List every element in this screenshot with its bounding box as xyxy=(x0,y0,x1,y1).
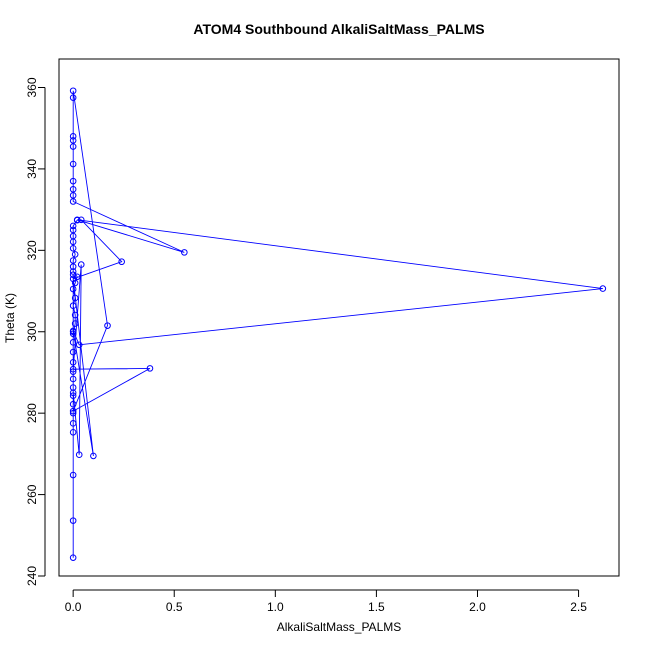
data-point xyxy=(69,177,77,185)
data-point xyxy=(69,428,77,436)
data-point xyxy=(71,320,79,327)
data-point xyxy=(69,517,77,524)
data-point xyxy=(69,257,77,264)
data-point xyxy=(71,251,79,258)
x-tick-label: 1.5 xyxy=(368,600,385,614)
data-point xyxy=(69,222,77,230)
data-point xyxy=(69,400,77,408)
plot-frame xyxy=(58,58,620,577)
data-point xyxy=(71,294,79,302)
data-point xyxy=(69,407,77,415)
y-tick-label: 240 xyxy=(25,566,39,586)
data-point xyxy=(599,285,607,292)
series-layer xyxy=(69,87,607,561)
data-point xyxy=(77,261,85,268)
data-point xyxy=(71,311,79,319)
data-point xyxy=(90,452,97,460)
data-point xyxy=(69,420,77,427)
data-point xyxy=(69,368,77,375)
chart-title: ATOM4 Southbound AlkaliSaltMass_PALMS xyxy=(193,21,484,37)
y-tick-label: 280 xyxy=(25,403,39,423)
data-point xyxy=(69,471,77,479)
data-point xyxy=(75,341,83,349)
data-point xyxy=(69,160,77,168)
data-point xyxy=(69,358,77,366)
data-point xyxy=(69,365,77,373)
series-line xyxy=(72,90,603,558)
y-axis-label: Theta (K) xyxy=(3,293,17,343)
data-point xyxy=(69,409,77,417)
data-point xyxy=(69,392,77,399)
data-point xyxy=(69,143,77,150)
y-tick-label: 340 xyxy=(25,159,39,179)
data-point xyxy=(69,389,77,397)
data-point xyxy=(69,87,77,95)
data-point xyxy=(69,185,77,193)
data-point xyxy=(69,94,77,101)
x-tick-label: 2.0 xyxy=(469,600,486,614)
data-point xyxy=(75,451,83,458)
y-tick-label: 360 xyxy=(25,77,39,97)
data-point xyxy=(77,216,85,224)
data-point xyxy=(69,375,77,383)
data-point xyxy=(69,328,77,336)
data-point xyxy=(69,271,77,279)
y-axis: 240 260 280 300 320 340 360 xyxy=(25,77,46,586)
data-point xyxy=(104,322,111,329)
data-point xyxy=(69,133,77,140)
data-point xyxy=(69,263,77,270)
data-point xyxy=(69,554,77,561)
data-point xyxy=(69,339,77,346)
data-point xyxy=(69,232,77,240)
data-point xyxy=(69,244,77,252)
x-tick-label: 0.0 xyxy=(65,600,82,614)
data-point xyxy=(118,258,125,266)
data-point xyxy=(73,216,81,224)
data-point xyxy=(69,330,77,338)
data-point xyxy=(69,226,77,234)
data-point xyxy=(69,268,77,275)
data-point xyxy=(69,275,77,283)
data-point xyxy=(73,273,81,281)
x-axis-label: AlkaliSaltMass_PALMS xyxy=(277,620,402,634)
data-point xyxy=(69,348,77,356)
x-tick-label: 1.0 xyxy=(267,600,284,614)
x-axis: 0.0 0.5 1.0 1.5 2.0 2.5 xyxy=(65,589,587,614)
data-point xyxy=(69,198,77,205)
data-point xyxy=(69,302,77,309)
data-point xyxy=(181,249,188,256)
data-point xyxy=(146,365,154,372)
y-tick-label: 300 xyxy=(25,321,39,341)
data-point xyxy=(69,285,77,293)
y-tick-label: 260 xyxy=(25,484,39,504)
data-point xyxy=(71,279,79,287)
x-tick-label: 2.5 xyxy=(570,600,587,614)
data-point xyxy=(69,137,77,144)
data-point xyxy=(69,192,77,199)
y-tick-label: 320 xyxy=(25,240,39,260)
x-tick-label: 0.5 xyxy=(166,600,183,614)
